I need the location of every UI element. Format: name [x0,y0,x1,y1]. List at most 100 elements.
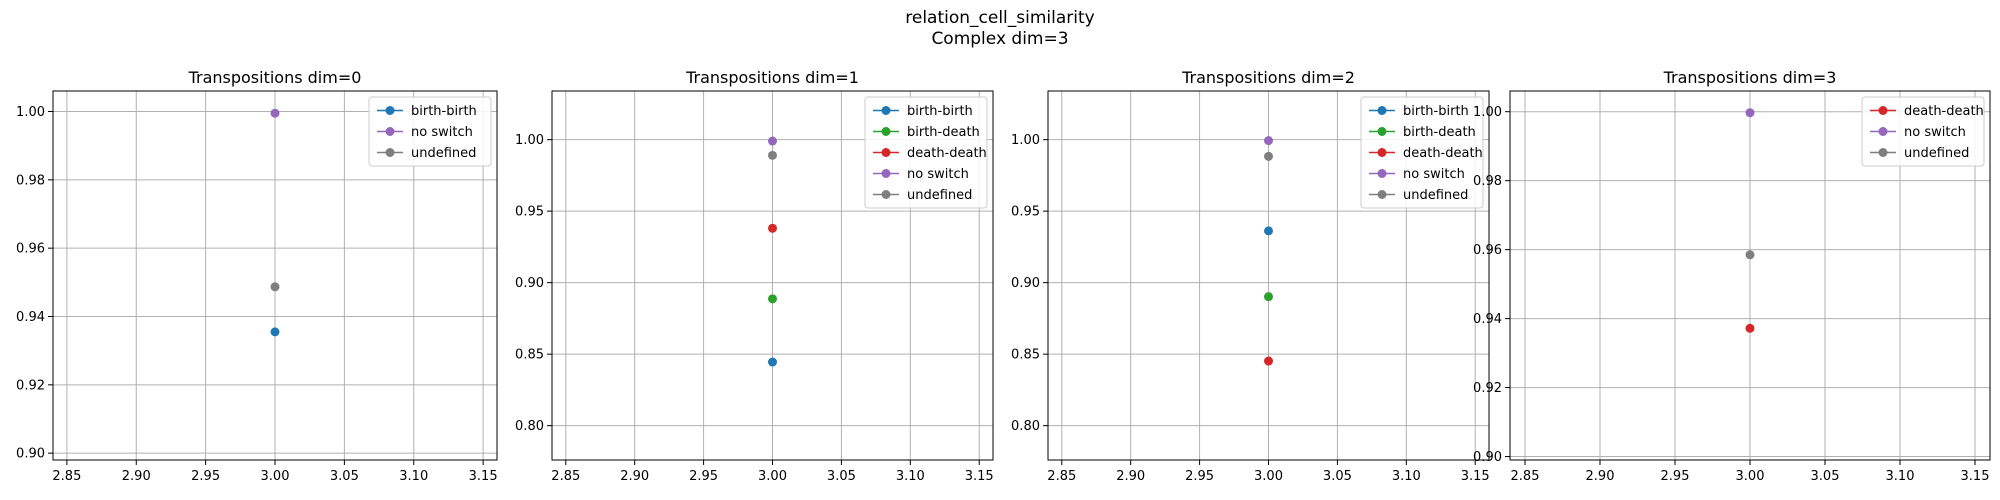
subplot-title: Transpositions dim=2 [1181,68,1355,87]
y-tick-label: 0.94 [16,310,45,325]
data-point-no-switch [1264,136,1273,146]
legend-label: death-death [1904,104,1984,119]
x-tick-label: 3.10 [1886,469,1915,484]
x-tick-label: 2.85 [52,469,81,484]
legend-label: birth-death [907,125,980,140]
legend-marker [1878,106,1888,115]
legend-marker [385,127,395,136]
legend-label: death-death [907,146,987,161]
data-point-death-death [768,223,777,233]
y-tick-label: 0.95 [1011,205,1040,220]
legend-label: birth-birth [1403,104,1469,119]
data-point-birth-birth [270,327,280,337]
legend-label: no switch [411,125,473,140]
legend-marker [1377,169,1387,178]
x-tick-label: 2.85 [551,469,580,484]
x-tick-label: 3.00 [261,469,290,484]
x-tick-label: 3.00 [1736,469,1765,484]
subplot-title: Transpositions dim=1 [685,68,859,87]
subplot-title: Transpositions dim=3 [1663,68,1837,87]
legend-box [1360,96,1484,209]
legend-marker [1377,190,1387,199]
legend-marker [1377,148,1387,157]
figure-title-line-1: relation_cell_similarity [905,8,1095,28]
y-tick-label: 0.92 [16,378,45,393]
data-point-death-death [1745,323,1755,333]
x-tick-label: 2.95 [1661,469,1690,484]
y-tick-label: 0.92 [1473,381,1502,396]
x-tick-label: 3.00 [758,469,787,484]
legend-label: undefined [1904,146,1969,161]
y-tick-label: 1.00 [1473,105,1502,120]
x-tick-label: 3.05 [1323,469,1352,484]
figure-title: relation_cell_similarity Complex dim=3 [0,8,2000,50]
legend-marker [881,127,891,136]
legend-label: no switch [907,167,969,182]
legend-marker [881,148,891,157]
x-tick-label: 3.05 [1811,469,1840,484]
subplot-2: 2.85 2.90 2.95 3.00 3.05 3.10 3.15 0.80 0.85 0.90… [1011,68,1490,484]
subplot-1: 2.85 2.90 2.95 3.00 3.05 3.10 3.15 0.80 0.85 0.90… [515,68,994,484]
legend-marker [881,190,891,199]
y-tick-label: 0.94 [1473,312,1502,327]
x-tick-label: 3.10 [399,469,428,484]
x-tick-label: 2.90 [1116,469,1145,484]
legend-label: death-death [1403,146,1483,161]
legend-label: no switch [1904,125,1966,140]
x-tick-label: 3.15 [1461,469,1490,484]
data-point-undefined [270,282,280,292]
data-point-death-death [1264,356,1273,366]
x-tick-label: 2.90 [122,469,151,484]
y-tick-label: 0.90 [1011,276,1040,291]
data-point-birth-death [1264,292,1273,302]
data-point-no-switch [270,108,280,118]
y-tick-label: 0.95 [515,205,544,220]
x-tick-label: 2.85 [1511,469,1540,484]
x-tick-label: 3.05 [827,469,856,484]
legend-label: undefined [411,146,476,161]
data-point-birth-death [768,294,777,304]
data-point-undefined [1264,151,1273,161]
x-tick-label: 2.95 [689,469,718,484]
legend-label: birth-birth [907,104,973,119]
figure-title-line-2: Complex dim=3 [931,29,1069,49]
x-tick-label: 3.10 [896,469,925,484]
legend-label: no switch [1403,167,1465,182]
legend-label: birth-death [1403,125,1476,140]
x-tick-label: 3.15 [469,469,498,484]
x-tick-label: 2.95 [191,469,220,484]
legend-marker [1878,127,1888,136]
data-point-no-switch [768,136,777,146]
legend: birth-birth birth-death death-death no swit… [1360,96,1484,209]
legend: death-death no switch undefined [1861,96,1985,167]
y-tick-label: 0.90 [16,447,45,462]
data-point-no-switch [1745,108,1755,118]
legend: birth-birth no switch undefined [368,96,492,167]
legend-marker [385,148,395,157]
x-tick-label: 2.85 [1047,469,1076,484]
legend-marker [881,169,891,178]
y-tick-label: 0.85 [515,348,544,363]
data-point-birth-birth [768,357,777,367]
legend-label: birth-birth [411,104,477,119]
subplot-3: 2.85 2.90 2.95 3.00 3.05 3.10 3.15 0.90 0.92 0.94… [1473,68,1991,484]
legend: birth-birth birth-death death-death no swit… [864,96,988,209]
legend-box [368,96,492,167]
y-tick-label: 1.00 [16,105,45,120]
y-tick-label: 0.80 [515,419,544,434]
legend-label: undefined [907,188,972,203]
legend-label: undefined [1403,188,1468,203]
legend-marker [385,106,395,115]
legend-box [864,96,988,209]
x-tick-label: 3.15 [965,469,994,484]
y-tick-label: 0.85 [1011,348,1040,363]
y-tick-label: 0.98 [1473,174,1502,189]
x-tick-label: 3.15 [1961,469,1990,484]
x-tick-label: 3.10 [1392,469,1421,484]
legend-marker [881,106,891,115]
y-tick-label: 0.90 [1473,450,1502,465]
x-tick-label: 2.90 [1586,469,1615,484]
y-tick-label: 0.80 [1011,419,1040,434]
